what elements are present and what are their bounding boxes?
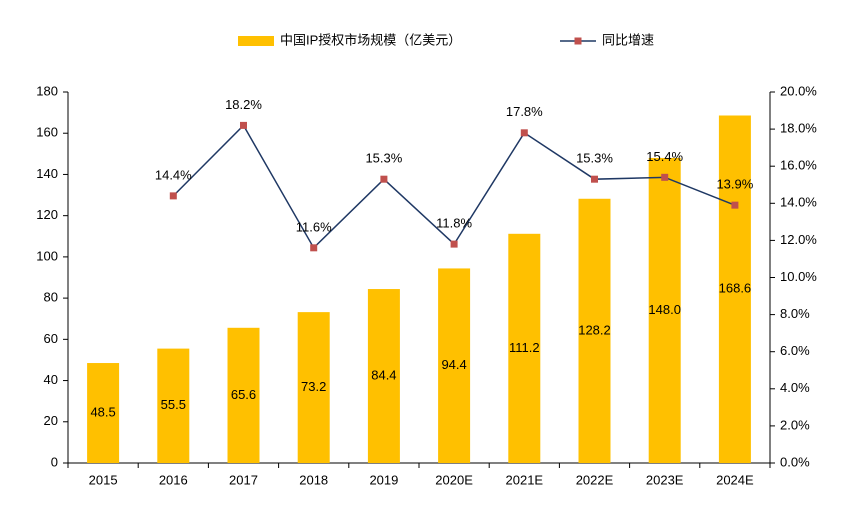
- line-marker: [520, 129, 528, 137]
- bar: [578, 198, 611, 463]
- y-tick-label: 160: [36, 125, 58, 140]
- line-marker: [169, 192, 177, 200]
- bar: [227, 327, 260, 463]
- line-value-label: 15.4%: [646, 149, 683, 164]
- x-tick-label: 2017: [229, 472, 258, 487]
- line-marker: [591, 175, 598, 183]
- x-tick-label: 2022E: [576, 472, 614, 487]
- bar-value-label: 94.4: [441, 357, 466, 372]
- y2-tick-label: 4.0%: [780, 380, 810, 395]
- line-value-label: 18.2%: [225, 97, 262, 112]
- bar-value-label: 73.2: [301, 379, 326, 394]
- line-value-label: 15.3%: [576, 151, 613, 166]
- x-tick-label: 2024E: [716, 472, 754, 487]
- y2-tick-label: 18.0%: [780, 121, 817, 136]
- x-tick-label: 2016: [159, 472, 188, 487]
- line-value-label: 11.8%: [436, 216, 472, 231]
- x-tick-label: 2019: [369, 472, 398, 487]
- bar: [438, 268, 471, 463]
- line-marker: [310, 244, 318, 252]
- legend-label: 同比增速: [602, 32, 654, 47]
- y2-tick-label: 6.0%: [780, 343, 810, 358]
- line-value-label: 15.3%: [365, 151, 402, 166]
- line-value-label: 11.6%: [296, 219, 332, 234]
- bar: [87, 363, 120, 463]
- legend-swatch: [238, 36, 274, 46]
- legend-label: 中国IP授权市场规模（亿美元）: [280, 32, 461, 47]
- line-marker: [380, 175, 388, 183]
- bar-value-label: 128.2: [578, 322, 611, 337]
- line-value-label: 17.8%: [506, 104, 543, 119]
- bar-value-label: 111.2: [509, 340, 540, 355]
- bar-value-label: 148.0: [648, 302, 681, 317]
- x-tick-label: 2023E: [646, 472, 684, 487]
- x-tick-label: 2020E: [435, 472, 473, 487]
- line-marker: [450, 240, 458, 248]
- y2-tick-label: 14.0%: [780, 195, 817, 210]
- x-tick-label: 2021E: [506, 472, 544, 487]
- line-marker: [731, 201, 739, 209]
- bar: [157, 348, 190, 463]
- y2-tick-label: 12.0%: [780, 232, 817, 247]
- line-value-label: 13.9%: [716, 177, 753, 192]
- y-tick-label: 180: [36, 83, 58, 98]
- bar: [648, 157, 681, 463]
- line-value-label: 14.4%: [155, 167, 192, 182]
- line-marker: [240, 121, 247, 129]
- bar-value-label: 84.4: [371, 367, 396, 382]
- bar: [297, 312, 330, 463]
- bar-value-label: 55.5: [161, 397, 186, 412]
- y-tick-label: 120: [36, 207, 58, 222]
- bar: [367, 289, 400, 463]
- y2-tick-label: 2.0%: [780, 417, 810, 432]
- x-tick-label: 2015: [89, 472, 118, 487]
- y-tick-label: 20: [44, 413, 58, 428]
- y-tick-label: 40: [44, 372, 58, 387]
- x-tick-label: 2018: [299, 472, 328, 487]
- bar: [508, 233, 541, 463]
- y-tick-label: 140: [36, 166, 58, 181]
- y2-tick-label: 10.0%: [780, 269, 817, 284]
- y-tick-label: 100: [36, 248, 58, 263]
- legend-marker: [574, 37, 582, 45]
- y2-tick-label: 0.0%: [780, 454, 810, 469]
- bar-value-label: 65.6: [231, 387, 256, 402]
- y2-tick-label: 16.0%: [780, 158, 817, 173]
- y-tick-label: 80: [44, 290, 58, 305]
- bar-value-label: 48.5: [90, 404, 115, 419]
- bar-value-label: 168.6: [719, 281, 752, 296]
- y2-tick-label: 20.0%: [780, 83, 817, 98]
- y-tick-label: 0: [51, 454, 58, 469]
- line-marker: [661, 173, 669, 181]
- y-tick-label: 60: [44, 331, 58, 346]
- y2-tick-label: 8.0%: [780, 306, 810, 321]
- bar: [718, 115, 751, 463]
